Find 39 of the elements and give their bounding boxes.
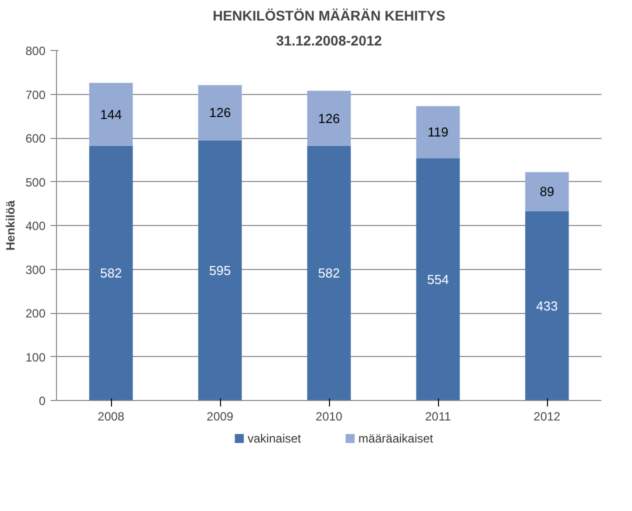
y-tick-label: 100 (25, 350, 46, 364)
chart-subtitle: 31.12.2008-2012 (276, 32, 382, 48)
bar (307, 146, 351, 400)
y-tick-label: 800 (25, 44, 46, 58)
data-label: 554 (427, 272, 449, 287)
x-tick-label: 2009 (206, 410, 234, 424)
y-tick-label: 0 (38, 394, 46, 408)
y-tick-label: 500 (25, 175, 46, 190)
y-tick-label: 300 (25, 262, 46, 277)
y-tick-label: 200 (25, 306, 46, 320)
data-label: 126 (209, 105, 231, 120)
bar (89, 82, 133, 146)
x-tick-label: 2008 (98, 410, 125, 424)
bar (198, 85, 242, 140)
bar (89, 146, 133, 400)
y-tick-label: 700 (25, 88, 46, 102)
bar (198, 140, 242, 400)
bar (416, 158, 460, 400)
data-label: 595 (209, 262, 231, 278)
y-tick-label: 600 (25, 132, 46, 146)
data-label: 433 (536, 298, 558, 314)
x-tick-label: 2011 (425, 410, 452, 424)
y-axis-title: Henkilöä (3, 200, 18, 251)
legend-label: määräaikaiset (358, 432, 434, 446)
bar (525, 211, 569, 400)
data-label: 89 (540, 184, 554, 200)
bar (525, 172, 569, 212)
data-label: 119 (428, 124, 448, 140)
bar (416, 106, 460, 158)
y-tick-label: 400 (25, 219, 46, 233)
chart-title: HENKILÖSTÖN MÄÄRÄN KEHITYS (212, 8, 446, 24)
data-label: 144 (100, 106, 122, 122)
data-label: 582 (318, 266, 340, 281)
bar (307, 90, 351, 146)
data-label: 126 (318, 110, 340, 126)
x-tick-label: 2010 (316, 410, 343, 424)
x-tick-label: 2012 (534, 410, 561, 424)
legend-label: vakinaiset (248, 432, 302, 446)
data-label: 582 (100, 266, 122, 281)
